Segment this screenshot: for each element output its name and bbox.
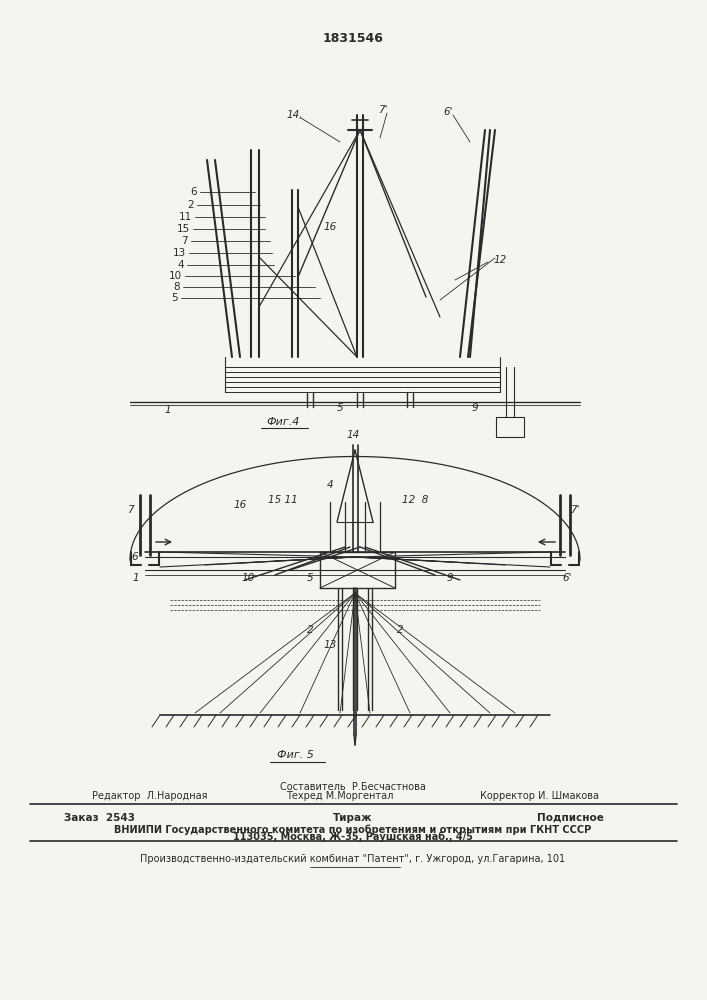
Text: Подписное: Подписное bbox=[537, 813, 604, 823]
Text: 6': 6' bbox=[443, 107, 452, 117]
Text: 14,: 14, bbox=[287, 110, 303, 120]
Text: 1831546: 1831546 bbox=[322, 31, 383, 44]
Text: Заказ  2543: Заказ 2543 bbox=[64, 813, 136, 823]
Text: Фиг. 5: Фиг. 5 bbox=[276, 750, 313, 760]
Text: 9: 9 bbox=[472, 403, 479, 413]
Text: Тираж: Тираж bbox=[333, 813, 373, 823]
Text: Фиг.4: Фиг.4 bbox=[267, 417, 300, 427]
Text: 7: 7 bbox=[127, 505, 134, 515]
Text: 16: 16 bbox=[233, 500, 247, 510]
Text: 12: 12 bbox=[493, 255, 507, 265]
Text: 11: 11 bbox=[179, 212, 192, 222]
Text: 5: 5 bbox=[337, 403, 344, 413]
Text: 2: 2 bbox=[187, 200, 194, 210]
Text: 6: 6 bbox=[132, 552, 139, 562]
Text: 2: 2 bbox=[397, 625, 403, 635]
Text: 4: 4 bbox=[177, 260, 184, 270]
Text: 6': 6' bbox=[562, 573, 572, 583]
Text: 13: 13 bbox=[323, 640, 337, 650]
Text: 4: 4 bbox=[327, 480, 333, 490]
Text: 2: 2 bbox=[307, 625, 313, 635]
Text: Корректор И. Шмакова: Корректор И. Шмакова bbox=[481, 791, 600, 801]
Text: ВНИИПИ Государственного комитета по изобретениям и открытиям при ГКНТ СССР: ВНИИПИ Государственного комитета по изоб… bbox=[115, 825, 592, 835]
Text: 15: 15 bbox=[177, 224, 190, 234]
Text: 13: 13 bbox=[173, 248, 186, 258]
Text: 12  8: 12 8 bbox=[402, 495, 428, 505]
Text: Составитель  Р.Бесчастнова: Составитель Р.Бесчастнова bbox=[280, 782, 426, 792]
Text: 9: 9 bbox=[447, 573, 453, 583]
Text: 7': 7' bbox=[378, 105, 387, 115]
Bar bbox=[496, 417, 524, 437]
Text: 6: 6 bbox=[190, 187, 197, 197]
Text: Производственно-издательский комбинат "Патент", г. Ужгород, ул.Гагарина, 101: Производственно-издательский комбинат "П… bbox=[141, 854, 566, 864]
Text: 14: 14 bbox=[346, 430, 360, 440]
Text: 8: 8 bbox=[173, 282, 180, 292]
Text: Техред М.Моргентал: Техред М.Моргентал bbox=[286, 791, 394, 801]
Text: Редактор  Л.Народная: Редактор Л.Народная bbox=[92, 791, 208, 801]
Text: 113035, Москва, Ж-35, Раушская наб., 4/5: 113035, Москва, Ж-35, Раушская наб., 4/5 bbox=[233, 832, 473, 842]
Text: 5: 5 bbox=[307, 573, 313, 583]
Text: 1: 1 bbox=[165, 405, 171, 415]
Text: 10: 10 bbox=[169, 271, 182, 281]
Text: 1: 1 bbox=[133, 573, 139, 583]
Text: 15 11: 15 11 bbox=[268, 495, 298, 505]
Text: 7': 7' bbox=[571, 505, 580, 515]
Text: 16: 16 bbox=[323, 222, 337, 232]
Text: 7: 7 bbox=[182, 236, 188, 246]
Text: 5: 5 bbox=[171, 293, 178, 303]
Text: 10: 10 bbox=[241, 573, 255, 583]
